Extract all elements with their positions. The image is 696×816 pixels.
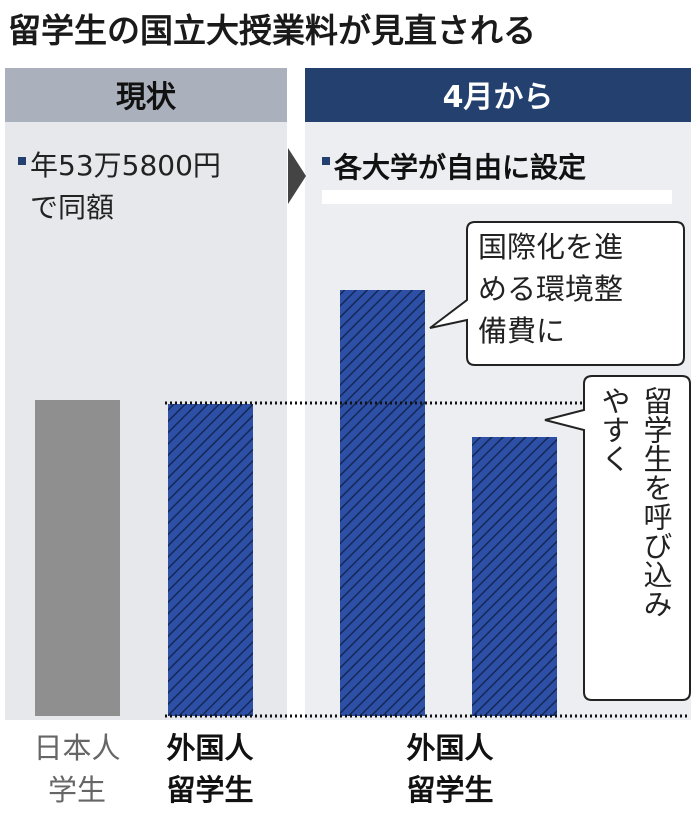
- callout: [429, 221, 685, 366]
- bullet: [18, 157, 26, 165]
- bar-label: 外国人: [406, 731, 493, 765]
- bar-label: 外国人: [166, 731, 253, 765]
- callout-text: 備費に: [478, 314, 565, 348]
- bar-japanese: [35, 400, 120, 716]
- callout-text: やすく: [597, 386, 631, 473]
- left-header: [5, 68, 287, 122]
- arrow: [288, 148, 306, 204]
- callout-text: 留学生を呼び込み: [639, 386, 673, 618]
- bar-foreign-high: [340, 290, 425, 716]
- bar-label: 学生: [48, 773, 106, 807]
- left-note: で同額: [30, 191, 114, 224]
- bar-label: 日本人: [33, 731, 120, 765]
- callout: [544, 375, 691, 701]
- title: 留学生の国立大授業料が見直される: [8, 11, 536, 50]
- bar-label: 留学生: [406, 773, 493, 807]
- callout-text: 国際化を進: [478, 230, 623, 264]
- bar-foreign-low: [472, 437, 557, 716]
- callout-text: める環境整: [478, 272, 623, 306]
- left-header-text: 現状: [116, 80, 177, 115]
- highlight: [322, 190, 672, 204]
- left-note: 年53万5800円: [30, 149, 221, 182]
- bullet: [322, 157, 330, 165]
- bar-label: 留学生: [166, 773, 253, 807]
- right-header-text: 4月から: [443, 80, 554, 115]
- bar-foreign-current: [168, 404, 253, 716]
- right-note: 各大学が自由に設定: [333, 151, 586, 184]
- right-header: [305, 68, 691, 122]
